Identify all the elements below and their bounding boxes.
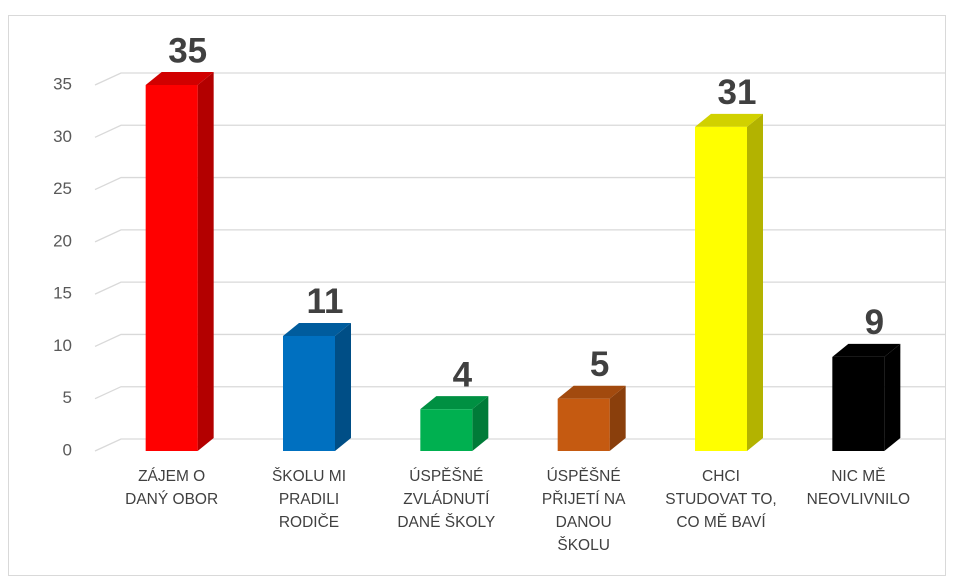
bar-top xyxy=(145,72,214,85)
value-label: 5 xyxy=(590,345,609,384)
x-tick-label: ÚSPĚŠNÉ ZVLÁDNUTÍ DANÉ ŠKOLY xyxy=(397,468,496,531)
bar-side xyxy=(335,322,351,451)
bar-side xyxy=(747,113,763,451)
value-label: 31 xyxy=(718,73,757,112)
grid-line xyxy=(94,124,945,138)
bar xyxy=(695,126,747,451)
bar-top xyxy=(420,396,489,410)
x-tick-label: NIC MĚ NEOVLIVNILO xyxy=(806,468,911,508)
bar xyxy=(145,85,198,451)
y-tick-label: 30 xyxy=(53,127,72,146)
y-tick-label: 35 xyxy=(53,74,72,93)
value-label: 35 xyxy=(168,31,207,70)
y-tick-label: 15 xyxy=(53,284,72,303)
bar-top xyxy=(695,113,763,127)
bar xyxy=(283,335,335,451)
bar xyxy=(420,409,473,451)
x-tick-label: ŠKOLU MI PRADILI RODIČE xyxy=(271,468,347,531)
y-tick-label: 25 xyxy=(53,179,72,198)
grid-line xyxy=(94,176,945,191)
grid-line xyxy=(94,333,945,348)
y-tick-label: 5 xyxy=(63,388,72,407)
value-label: 11 xyxy=(307,282,344,321)
value-label: 4 xyxy=(453,355,473,394)
grid-line xyxy=(94,386,945,400)
y-tick-label: 20 xyxy=(53,231,72,250)
grid-line xyxy=(94,281,945,295)
grid-line xyxy=(94,438,945,452)
x-tick-label: ZÁJEM O DANÝ OBOR xyxy=(125,468,219,508)
grid-line xyxy=(94,229,945,243)
bar-side xyxy=(609,385,626,451)
x-tick-label: ÚSPĚŠNÉ PŘIJETÍ NA DANOU ŠKOLU xyxy=(541,468,626,554)
bar-top xyxy=(557,385,626,399)
bar-top xyxy=(832,343,901,357)
bar-top xyxy=(283,322,351,336)
y-tick-label: 10 xyxy=(53,336,72,355)
bar-side xyxy=(884,343,901,451)
bar xyxy=(557,398,610,451)
value-label: 9 xyxy=(865,303,884,342)
bar-side xyxy=(472,396,489,451)
grid-line xyxy=(94,72,945,86)
y-tick-label: 0 xyxy=(63,440,72,459)
bar-side xyxy=(197,72,214,451)
bar xyxy=(832,356,885,451)
x-tick-label: CHCI STUDOVAT TO, CO MĚ BAVÍ xyxy=(665,468,777,531)
